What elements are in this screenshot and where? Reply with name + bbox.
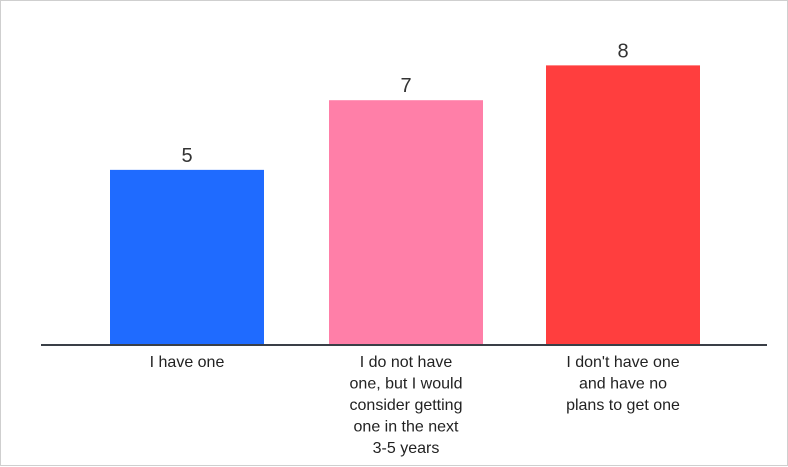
bars-group bbox=[110, 65, 700, 345]
category-label-line: I do not have bbox=[360, 354, 453, 371]
category-label-line: I don't have one bbox=[566, 354, 679, 371]
bar-2 bbox=[329, 100, 483, 344]
category-labels-group: I have one I do not have one, but I would c… bbox=[150, 354, 680, 457]
category-label-line: one in the next bbox=[354, 419, 460, 436]
value-labels-group: 5 7 8 bbox=[181, 40, 628, 166]
category-label-line: consider getting bbox=[350, 397, 463, 414]
category-label-2: I do not have one, but I would consider ge… bbox=[350, 354, 463, 457]
category-label-line: plans to get one bbox=[566, 397, 680, 414]
category-label-3: I don't have one and have no plans to get … bbox=[566, 354, 680, 414]
category-label-line: and have no bbox=[579, 376, 667, 393]
category-label-1: I have one bbox=[150, 354, 225, 371]
value-label-1: 5 bbox=[181, 145, 192, 167]
value-label-3: 8 bbox=[617, 40, 628, 62]
bar-3 bbox=[546, 65, 700, 345]
category-label-line: I have one bbox=[150, 354, 225, 371]
value-label-2: 7 bbox=[400, 75, 411, 97]
category-label-line: 3-5 years bbox=[373, 440, 440, 457]
bar-1 bbox=[110, 169, 264, 344]
category-label-line: one, but I would bbox=[350, 376, 463, 393]
